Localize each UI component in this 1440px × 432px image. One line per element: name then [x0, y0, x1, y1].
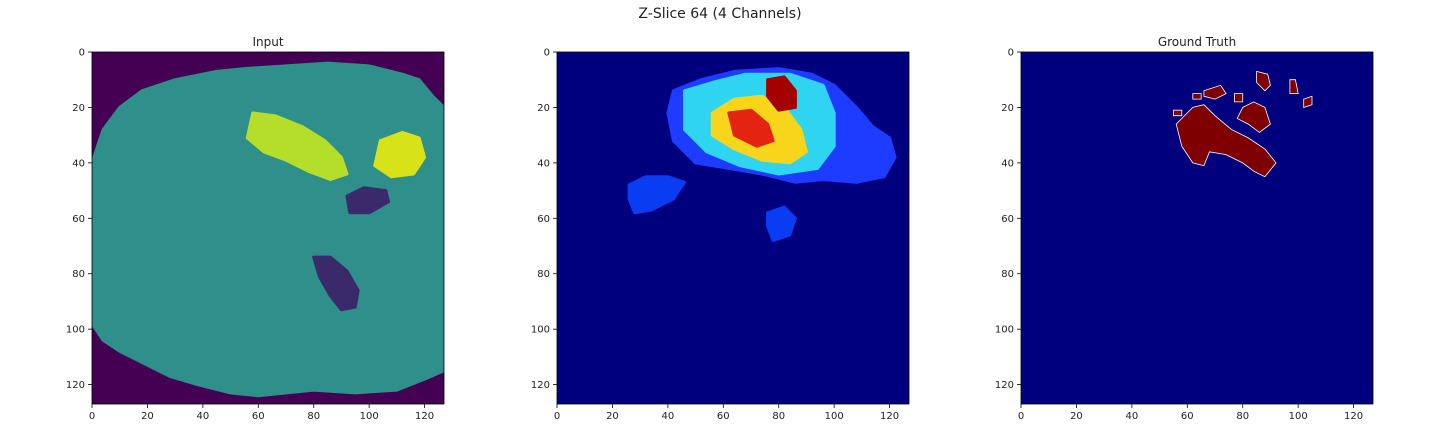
x-tick-label: 120: [415, 411, 434, 422]
hyperintensity-2: [373, 130, 427, 179]
mask-top-2: [1256, 70, 1271, 92]
y-tick-label: 80: [537, 269, 550, 280]
y-tick-label: 100: [531, 325, 550, 336]
y-tick-label: 40: [1001, 158, 1014, 169]
x-tick-label: 100: [825, 411, 844, 422]
x-tick-label: 80: [307, 411, 320, 422]
x-tick-label: 100: [1289, 411, 1308, 422]
y-tick-label: 60: [1001, 214, 1014, 225]
x-tick-label: 100: [360, 411, 379, 422]
x-tick-label: 20: [1070, 411, 1083, 422]
x-tick-label: 20: [606, 411, 619, 422]
x-tick-label: 120: [1344, 411, 1363, 422]
mask-main: [1175, 104, 1277, 178]
y-tick-label: 0: [544, 48, 550, 59]
mask-small-1: [1192, 93, 1202, 100]
y-tick-label: 100: [995, 325, 1014, 336]
y-tick-label: 20: [537, 103, 550, 114]
y-tick-label: 40: [537, 158, 550, 169]
x-tick-label: 80: [1236, 411, 1249, 422]
x-tick-label: 60: [1181, 411, 1194, 422]
image-content: [627, 67, 897, 242]
mask-left: [1173, 109, 1183, 117]
panel-1: Input 0 20 40 60 80 100 120 0 20 40 60 80 100 120: [66, 35, 445, 422]
panel-3: Ground Truth 0 20 40 60 80 100 120 0 20 40 60 80 100 1…: [995, 35, 1374, 422]
x-tick-label: 80: [772, 411, 785, 422]
x-tick-label: 120: [880, 411, 899, 422]
y-tick-label: 60: [72, 214, 85, 225]
panel-2: 0 20 40 60 80 100 120 0 20 40 60 80 100 120: [531, 48, 910, 422]
hyperintensity-1: [245, 111, 349, 181]
image-background: [1021, 52, 1373, 404]
x-tick-label: 40: [661, 411, 674, 422]
low-blob-2: [766, 205, 797, 242]
mask-top-3: [1289, 79, 1299, 94]
y-tick-label: 100: [66, 325, 85, 336]
brain: [92, 61, 444, 398]
y-tick-label: 80: [1001, 269, 1014, 280]
x-tick-label: 0: [1018, 411, 1024, 422]
y-tick-label: 60: [537, 214, 550, 225]
y-tick-label: 120: [531, 380, 550, 391]
y-tick-label: 20: [72, 103, 85, 114]
ventricle-1: [345, 186, 391, 215]
panel-title: Ground Truth: [1158, 35, 1236, 49]
x-tick-label: 60: [717, 411, 730, 422]
x-tick-label: 60: [252, 411, 265, 422]
x-tick-label: 20: [141, 411, 154, 422]
x-tick-label: 40: [196, 411, 209, 422]
x-tick-label: 0: [554, 411, 560, 422]
y-tick-label: 120: [995, 380, 1014, 391]
red-core-2: [766, 75, 797, 112]
mask-right: [1303, 95, 1313, 108]
mask-upper-right: [1236, 101, 1271, 133]
y-tick-label: 40: [72, 158, 85, 169]
x-tick-label: 40: [1125, 411, 1138, 422]
axes-frame: [1020, 51, 1374, 405]
image-content: [92, 61, 444, 398]
low-blob-1: [627, 175, 686, 215]
image-content: [1173, 70, 1313, 178]
x-tick-label: 0: [89, 411, 95, 422]
panel-title: Input: [252, 35, 283, 49]
red-core-1: [727, 108, 775, 148]
ventricle-2: [312, 255, 360, 312]
y-tick-label: 120: [66, 380, 85, 391]
axes-frame: [91, 51, 445, 405]
axes-frame: [556, 51, 910, 405]
mask-small-2: [1234, 93, 1244, 103]
figure-suptitle: Z-Slice 64 (4 Channels): [638, 6, 802, 22]
y-tick-label: 0: [1008, 48, 1014, 59]
mask-top-1: [1203, 84, 1227, 100]
y-tick-label: 0: [79, 48, 85, 59]
y-tick-label: 20: [1001, 103, 1014, 114]
y-tick-label: 80: [72, 269, 85, 280]
